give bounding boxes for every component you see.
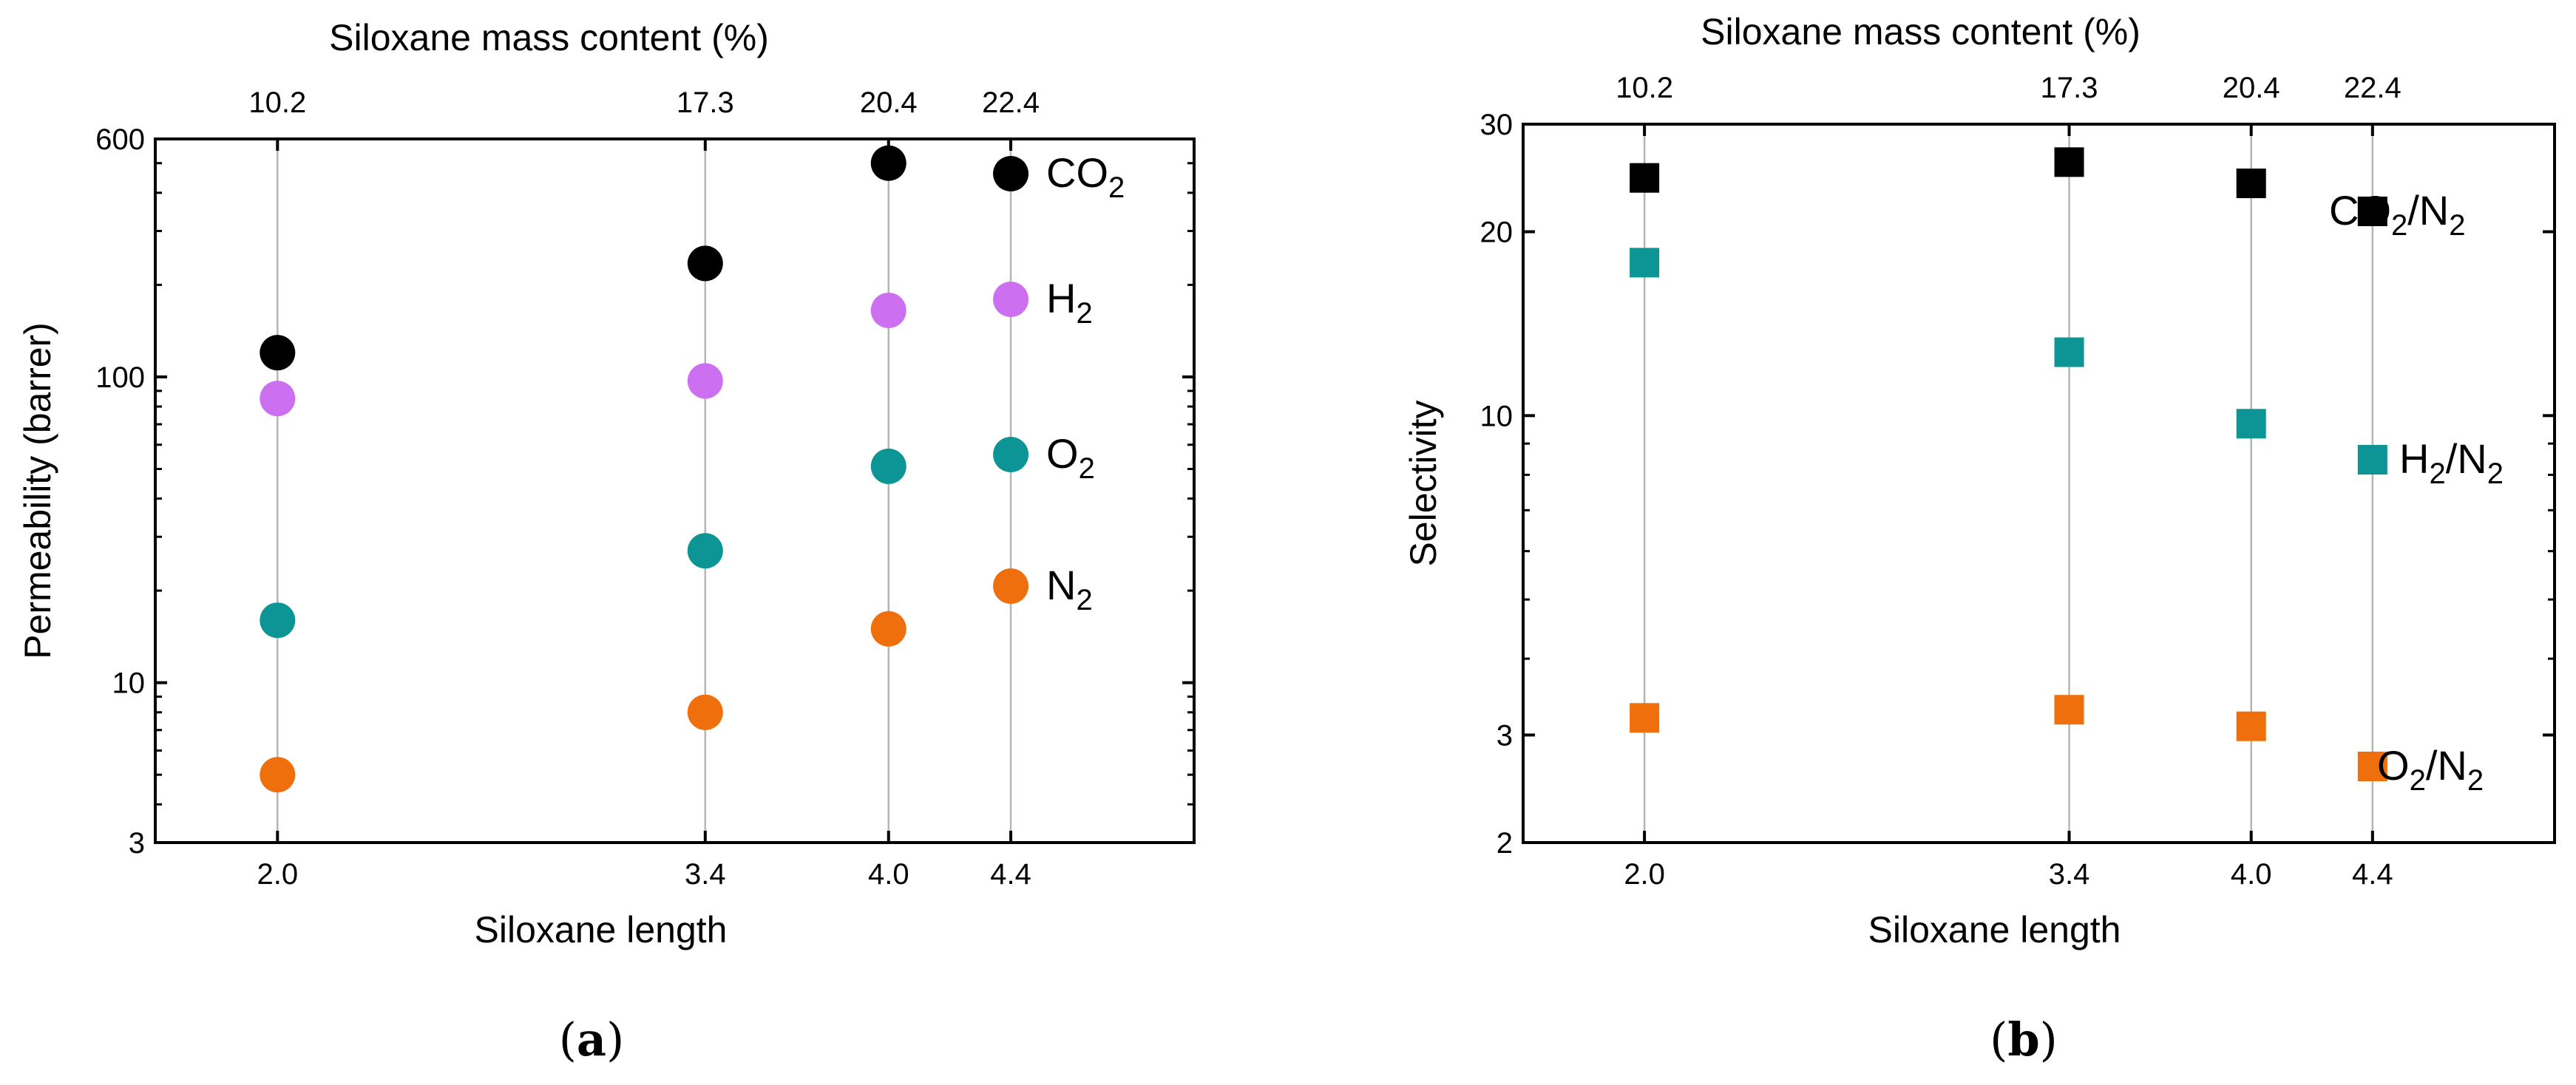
legend-marker [2357,197,2387,226]
x-tick-label: 2.0 [257,858,298,891]
data-point [870,145,906,181]
plot-frame [1522,123,2556,844]
data-point [2054,337,2084,367]
y-tick-label: 10 [1480,400,1514,432]
legend-label: N2 [1046,562,1093,616]
plot-frame [154,137,1196,844]
chart-panel-b: 2.0 10.2 3.4 17.3 4.0 20.4 4.4 22.4 2 3 10 20 30 Silo… [1403,11,2556,1067]
x2-axis-title: Siloxane mass content (%) [1701,11,2141,52]
y-tick-label: 3 [129,827,145,860]
data-point [260,335,296,371]
y-axis-title: Permeability (barrer) [17,322,58,659]
legend-marker [2357,445,2387,475]
x-tick-label: 4.0 [2231,858,2272,891]
data-point [2236,169,2266,199]
x2-tick-label: 22.4 [982,86,1040,119]
x-tick-label: 4.0 [868,858,909,891]
y-tick-label: 100 [95,361,145,394]
series-h2 [260,292,906,417]
x2-tick-label: 17.3 [677,86,734,119]
x2-tick-label: 20.4 [860,86,918,119]
data-point [1630,163,1660,193]
legend-marker [993,437,1029,472]
y-tick-label: 10 [112,667,146,700]
data-point [687,694,723,730]
legend-marker [993,568,1029,604]
x2-tick-label: 10.2 [1616,72,1673,104]
y-tick-label: 2 [1497,827,1513,860]
legend-label: CO2 [1046,149,1125,204]
x-tick-label: 3.4 [685,858,726,891]
series-co2-n2 [1630,147,2266,199]
y-axis-title: Selectivity [1403,400,1444,566]
chart-panel-a: 2.0 10.2 3.4 17.3 4.0 20.4 4.4 22.4 3 10 100 600 Sil… [17,17,1196,1067]
x-tick-label: 2.0 [1624,858,1665,891]
y-tick-label: 30 [1480,109,1514,141]
x2-tick-label: 20.4 [2223,72,2280,104]
data-point [1630,248,1660,278]
series-co2 [260,145,906,371]
legend-marker [993,156,1029,191]
x2-axis-title: Siloxane mass content (%) [329,17,769,58]
data-point [687,363,723,399]
x2-tick-label: 10.2 [248,86,306,119]
x2-tick-label: 22.4 [2344,72,2402,104]
panel-label: (a) [559,1013,625,1067]
data-point [870,448,906,484]
x2-tick-label: 17.3 [2041,72,2098,104]
data-point [1630,703,1660,733]
x-tick-label: 4.4 [2352,858,2393,891]
series-o2-n2 [1630,695,2266,741]
series-o2 [260,448,906,639]
data-point [2054,147,2084,177]
series-n2 [260,610,906,793]
data-point [260,381,296,417]
data-point [687,533,723,569]
data-point [870,610,906,647]
legend-label: H2 [1046,275,1093,330]
legend-marker [2357,752,2387,781]
data-point [687,245,723,282]
panel-label: (b) [1990,1013,2058,1067]
data-point [260,602,296,639]
y-tick-label: 20 [1480,217,1514,249]
x-axis-title: Siloxane length [475,909,728,950]
legend-label: O2/N2 [2377,742,2484,797]
legend-marker [993,282,1029,317]
data-point [2236,409,2266,439]
data-point [2236,711,2266,741]
x-tick-label: 4.4 [990,858,1031,891]
series-h2-n2 [1630,248,2266,439]
y-tick-label: 3 [1497,719,1513,752]
legend-label: H2/N2 [2399,435,2504,490]
x-axis-title: Siloxane length [1868,909,2121,950]
data-point [870,292,906,328]
y-tick-label: 600 [95,123,145,156]
data-point [260,757,296,793]
x-tick-label: 3.4 [2049,858,2090,891]
legend-label: O2 [1046,430,1095,485]
data-point [2054,695,2084,725]
legend-label: CO2/N2 [2329,187,2466,242]
